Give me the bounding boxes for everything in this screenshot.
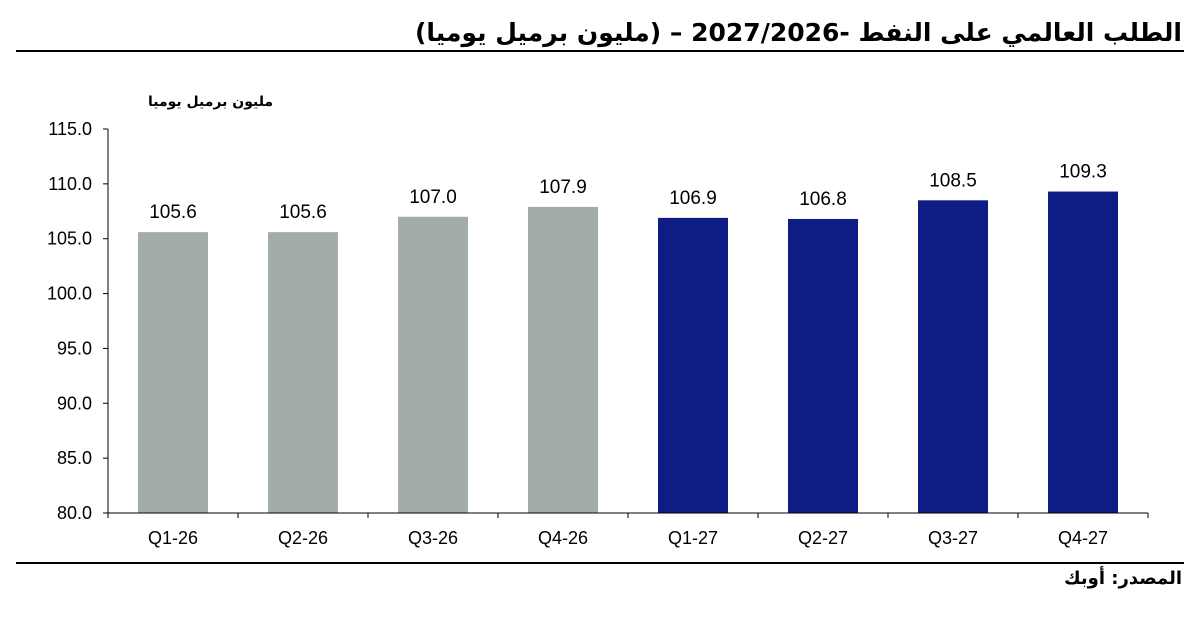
- bars: 105.6 105.6 107.0 107.9 106.9 106.8 108.5 109.3: [138, 162, 1118, 514]
- data-label: 109.3: [1059, 162, 1107, 183]
- data-label: 108.5: [929, 170, 977, 191]
- y-axis: 80.0 85.0 90.0 95.0 100.0 105.0 110.0 115.0: [47, 119, 109, 523]
- data-label: 107.9: [539, 177, 587, 198]
- y-axis-label: مليون برميل يوميا: [148, 94, 273, 110]
- bar-q3-27: [918, 200, 988, 514]
- x-tick-label: Q4-26: [538, 528, 588, 548]
- source-divider: [16, 562, 1184, 564]
- bar-q4-27: [1048, 191, 1118, 513]
- bar-q1-26: [138, 232, 208, 514]
- y-tick-label: 105.0: [47, 229, 92, 249]
- bar-q2-26: [268, 232, 338, 514]
- data-label: 107.0: [409, 187, 457, 208]
- y-tick-label: 80.0: [57, 503, 92, 523]
- x-tick-label: Q1-26: [148, 528, 198, 548]
- x-tick-label: Q2-27: [798, 528, 848, 548]
- x-tick-label: Q3-26: [408, 528, 458, 548]
- y-tick-label: 115.0: [48, 119, 92, 139]
- bar-q3-26: [398, 216, 468, 513]
- title-divider: [16, 50, 1184, 52]
- x-tick-label: Q1-27: [668, 528, 718, 548]
- bar-q2-27: [788, 218, 858, 514]
- x-axis: Q1-26 Q2-26 Q3-26 Q4-26 Q1-27 Q2-27 Q3-27 Q4-27: [107, 512, 1149, 548]
- chart-title: الطلب العالمي على النفط -2027/2026 – (مل…: [414, 18, 1182, 47]
- data-label: 106.9: [669, 188, 717, 209]
- source-note: المصدر: أوبك: [1064, 568, 1182, 589]
- data-label: 105.6: [149, 202, 197, 223]
- data-label: 105.6: [279, 202, 327, 223]
- x-tick-label: Q2-26: [278, 528, 328, 548]
- x-tick-label: Q4-27: [1058, 528, 1108, 548]
- x-tick-label: Q3-27: [928, 528, 978, 548]
- bar-q1-27: [658, 217, 728, 513]
- y-tick-label: 100.0: [47, 284, 92, 304]
- y-tick-label: 85.0: [57, 448, 92, 468]
- y-tick-label: 95.0: [57, 338, 92, 358]
- data-label: 106.8: [799, 189, 847, 210]
- y-tick-label: 90.0: [57, 393, 92, 413]
- y-tick-label: 110.0: [48, 174, 92, 194]
- bar-q4-26: [528, 206, 598, 513]
